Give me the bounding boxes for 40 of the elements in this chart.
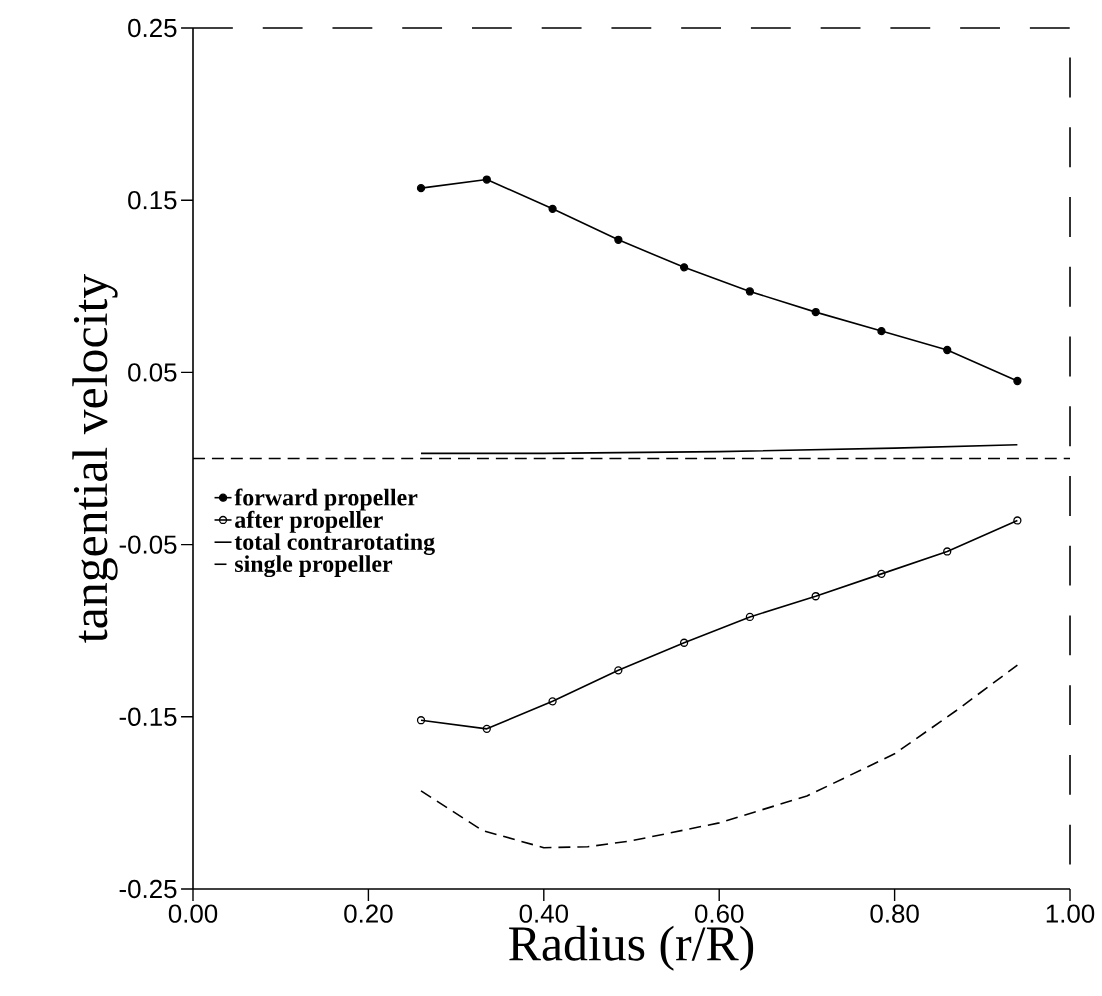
y-tick-label: 0.05 [128, 363, 177, 382]
point [943, 345, 952, 355]
x-tick-label: 1.00 [1046, 904, 1095, 923]
y-tick-label: -0.25 [119, 879, 177, 899]
y-tick-label: 0.25 [128, 18, 177, 38]
point [548, 697, 557, 706]
point [877, 326, 886, 336]
point [877, 569, 886, 579]
point [811, 307, 820, 317]
line-series [420, 443, 1019, 455]
point [482, 175, 491, 184]
y-tick-label: -0.05 [119, 535, 177, 554]
point [811, 592, 820, 601]
point [745, 612, 755, 622]
point [679, 638, 689, 647]
x-tick-label: 0.40 [519, 904, 568, 923]
legend-label: after propeller [235, 510, 383, 533]
point [679, 263, 689, 272]
y-tick-label: -0.15 [119, 707, 177, 726]
x-axis-title: Radius (r/R) [509, 925, 754, 971]
legend-label: forward propeller [234, 488, 418, 511]
y-axis-title: tangential velocity [72, 273, 118, 643]
point [416, 184, 426, 193]
x-tick-label: 0.20 [344, 904, 393, 923]
point [1013, 516, 1022, 525]
x-tick-label: 0.80 [870, 904, 919, 923]
x-tick-label: 0.60 [695, 904, 744, 923]
y-tick-label: 0.15 [128, 191, 177, 210]
legend-label: total contrarotating [234, 533, 435, 556]
point [614, 666, 623, 675]
point [482, 724, 491, 733]
line-series [420, 664, 1019, 849]
point [745, 287, 755, 296]
legend-label: single propeller [235, 555, 393, 578]
point [548, 204, 557, 213]
point [1013, 376, 1022, 386]
point [943, 547, 952, 556]
x-tick-label: 0.00 [168, 904, 218, 923]
point [416, 716, 426, 725]
point [614, 235, 623, 244]
